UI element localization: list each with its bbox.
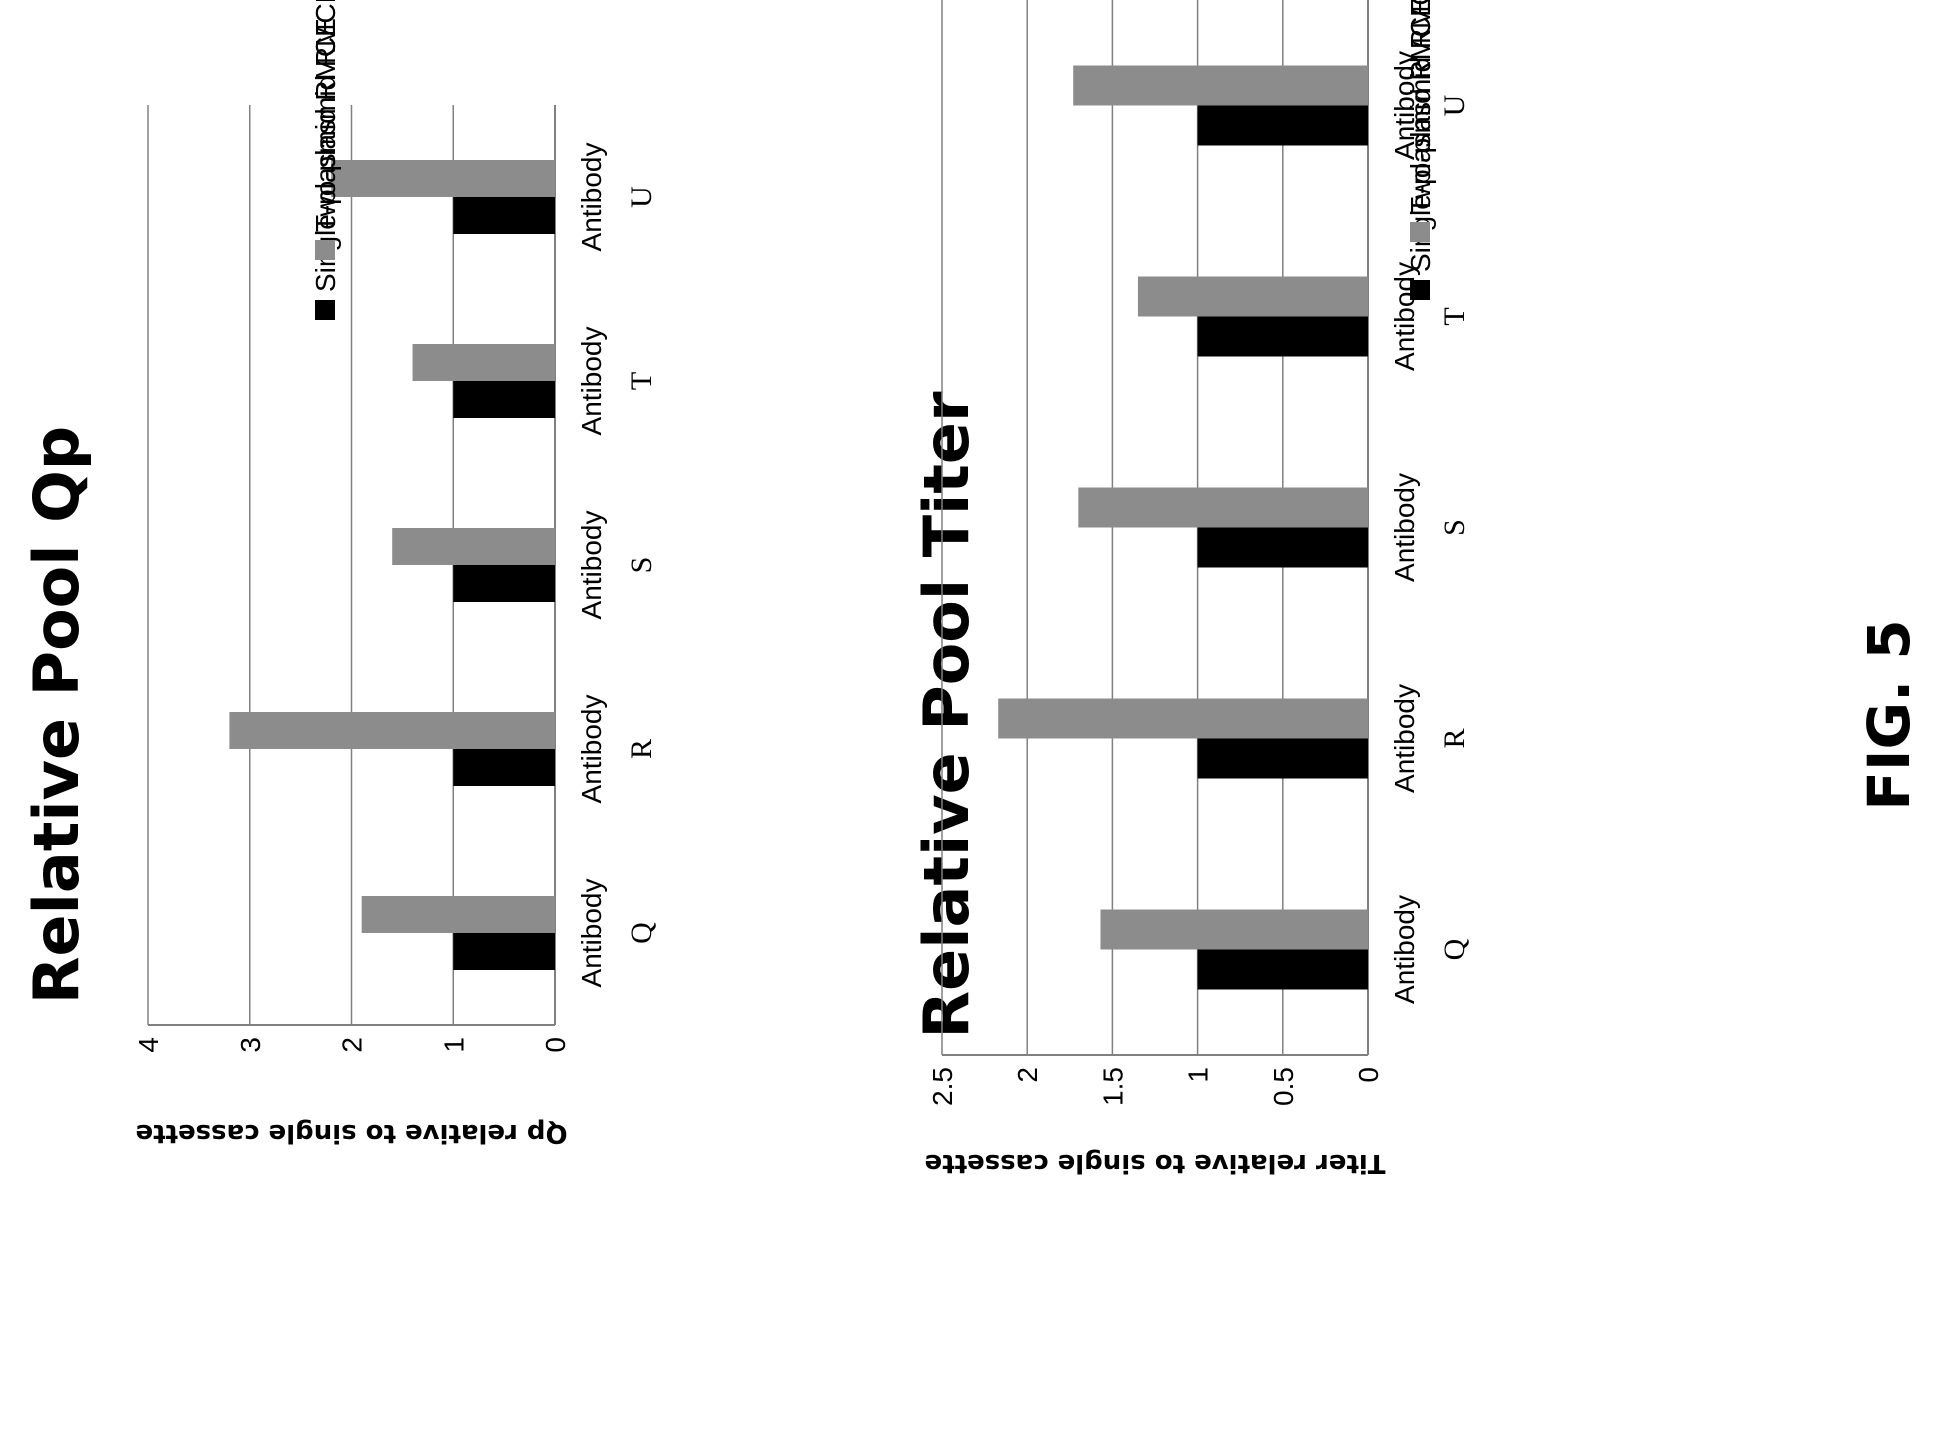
value-tick-label: 4 xyxy=(133,1037,164,1053)
category-label: U xyxy=(625,186,658,208)
value-tick-label: 2 xyxy=(337,1037,368,1053)
category-label: Antibody xyxy=(1389,684,1420,793)
legend-swatch-two-plasmid xyxy=(1410,222,1430,242)
value-tick-label: 2 xyxy=(1012,1067,1043,1083)
bar-single-plasmid xyxy=(1197,738,1368,779)
category-label: Q xyxy=(625,922,658,944)
category-label: Antibody xyxy=(576,511,607,620)
value-tick-label: 0 xyxy=(540,1037,571,1053)
value-axis-title: Titer relative to single cassette xyxy=(925,1148,1386,1178)
category-label: Antibody xyxy=(1389,51,1420,160)
bar-single-plasmid xyxy=(1197,316,1368,357)
category-label: S xyxy=(625,557,658,574)
category-label: R xyxy=(625,739,658,759)
category-label: Antibody xyxy=(576,327,607,436)
chart-plot-area: 0 1 2 3 4 Qp relative to single cassette Antib… xyxy=(133,0,658,1148)
bar-single-plasmid xyxy=(453,197,555,234)
category-label: U xyxy=(1438,94,1471,116)
bar-single-plasmid xyxy=(1197,949,1368,990)
bar-single-plasmid xyxy=(453,381,555,418)
legend-label-two-plasmid: Two-plasmid RMCE xyxy=(310,0,341,232)
bar-single-plasmid xyxy=(453,933,555,970)
bar-two-plasmid xyxy=(361,896,555,933)
bar-single-plasmid xyxy=(453,749,555,786)
bar-single-plasmid xyxy=(453,565,555,602)
bar-two-plasmid xyxy=(1073,65,1368,106)
bar-single-plasmid xyxy=(1197,527,1368,568)
category-label: Antibody xyxy=(576,879,607,988)
chart-relative-pool-titer: Relative Pool Titer 0 0.5 1 1.5 2 2.5 Titer re… xyxy=(880,0,1780,1430)
value-axis-title: Qp relative to single cassette xyxy=(135,1118,567,1148)
legend-swatch-two-plasmid xyxy=(315,240,335,260)
value-tick-label: 0 xyxy=(1353,1067,1384,1083)
bar-single-plasmid xyxy=(1197,105,1368,146)
bar-two-plasmid xyxy=(1078,487,1368,528)
legend-swatch-single-plasmid xyxy=(315,300,335,320)
legend-label-two-plasmid: Two-plasmid RMCE xyxy=(1405,0,1436,214)
legend-swatch-single-plasmid xyxy=(1410,280,1430,300)
bar-two-plasmid xyxy=(392,528,556,565)
figure-label: FIG. 5 xyxy=(1855,619,1923,811)
category-label: Antibody xyxy=(1389,262,1420,371)
category-label: Antibody xyxy=(1389,473,1420,582)
category-label: S xyxy=(1438,519,1471,536)
bar-two-plasmid xyxy=(229,712,555,749)
bar-two-plasmid xyxy=(1137,276,1368,317)
category-label: Antibody xyxy=(1389,895,1420,1004)
category-label: Antibody xyxy=(576,143,607,252)
chart-plot-area: 0 0.5 1 1.5 2 2.5 Titer relative to single cas… xyxy=(925,0,1471,1178)
bar-two-plasmid xyxy=(412,344,555,381)
category-label: R xyxy=(1438,728,1471,748)
bar-two-plasmid xyxy=(998,698,1369,739)
chart-relative-pool-qp: Relative Pool Qp 0 1 2 3 4 Qp relative to sin… xyxy=(0,0,840,1430)
category-label: Antibody xyxy=(576,695,607,804)
bar-two-plasmid xyxy=(1100,909,1369,950)
value-tick-label: 0.5 xyxy=(1268,1067,1299,1106)
value-tick-label: 1.5 xyxy=(1097,1067,1128,1106)
value-tick-label: 1 xyxy=(438,1037,469,1053)
category-label: T xyxy=(1438,307,1471,325)
bar-two-plasmid xyxy=(331,160,555,197)
value-tick-label: 2.5 xyxy=(927,1067,958,1106)
value-tick-label: 3 xyxy=(235,1037,266,1053)
category-label: T xyxy=(625,372,658,390)
value-tick-label: 1 xyxy=(1183,1067,1214,1083)
category-label: Q xyxy=(1438,938,1471,960)
